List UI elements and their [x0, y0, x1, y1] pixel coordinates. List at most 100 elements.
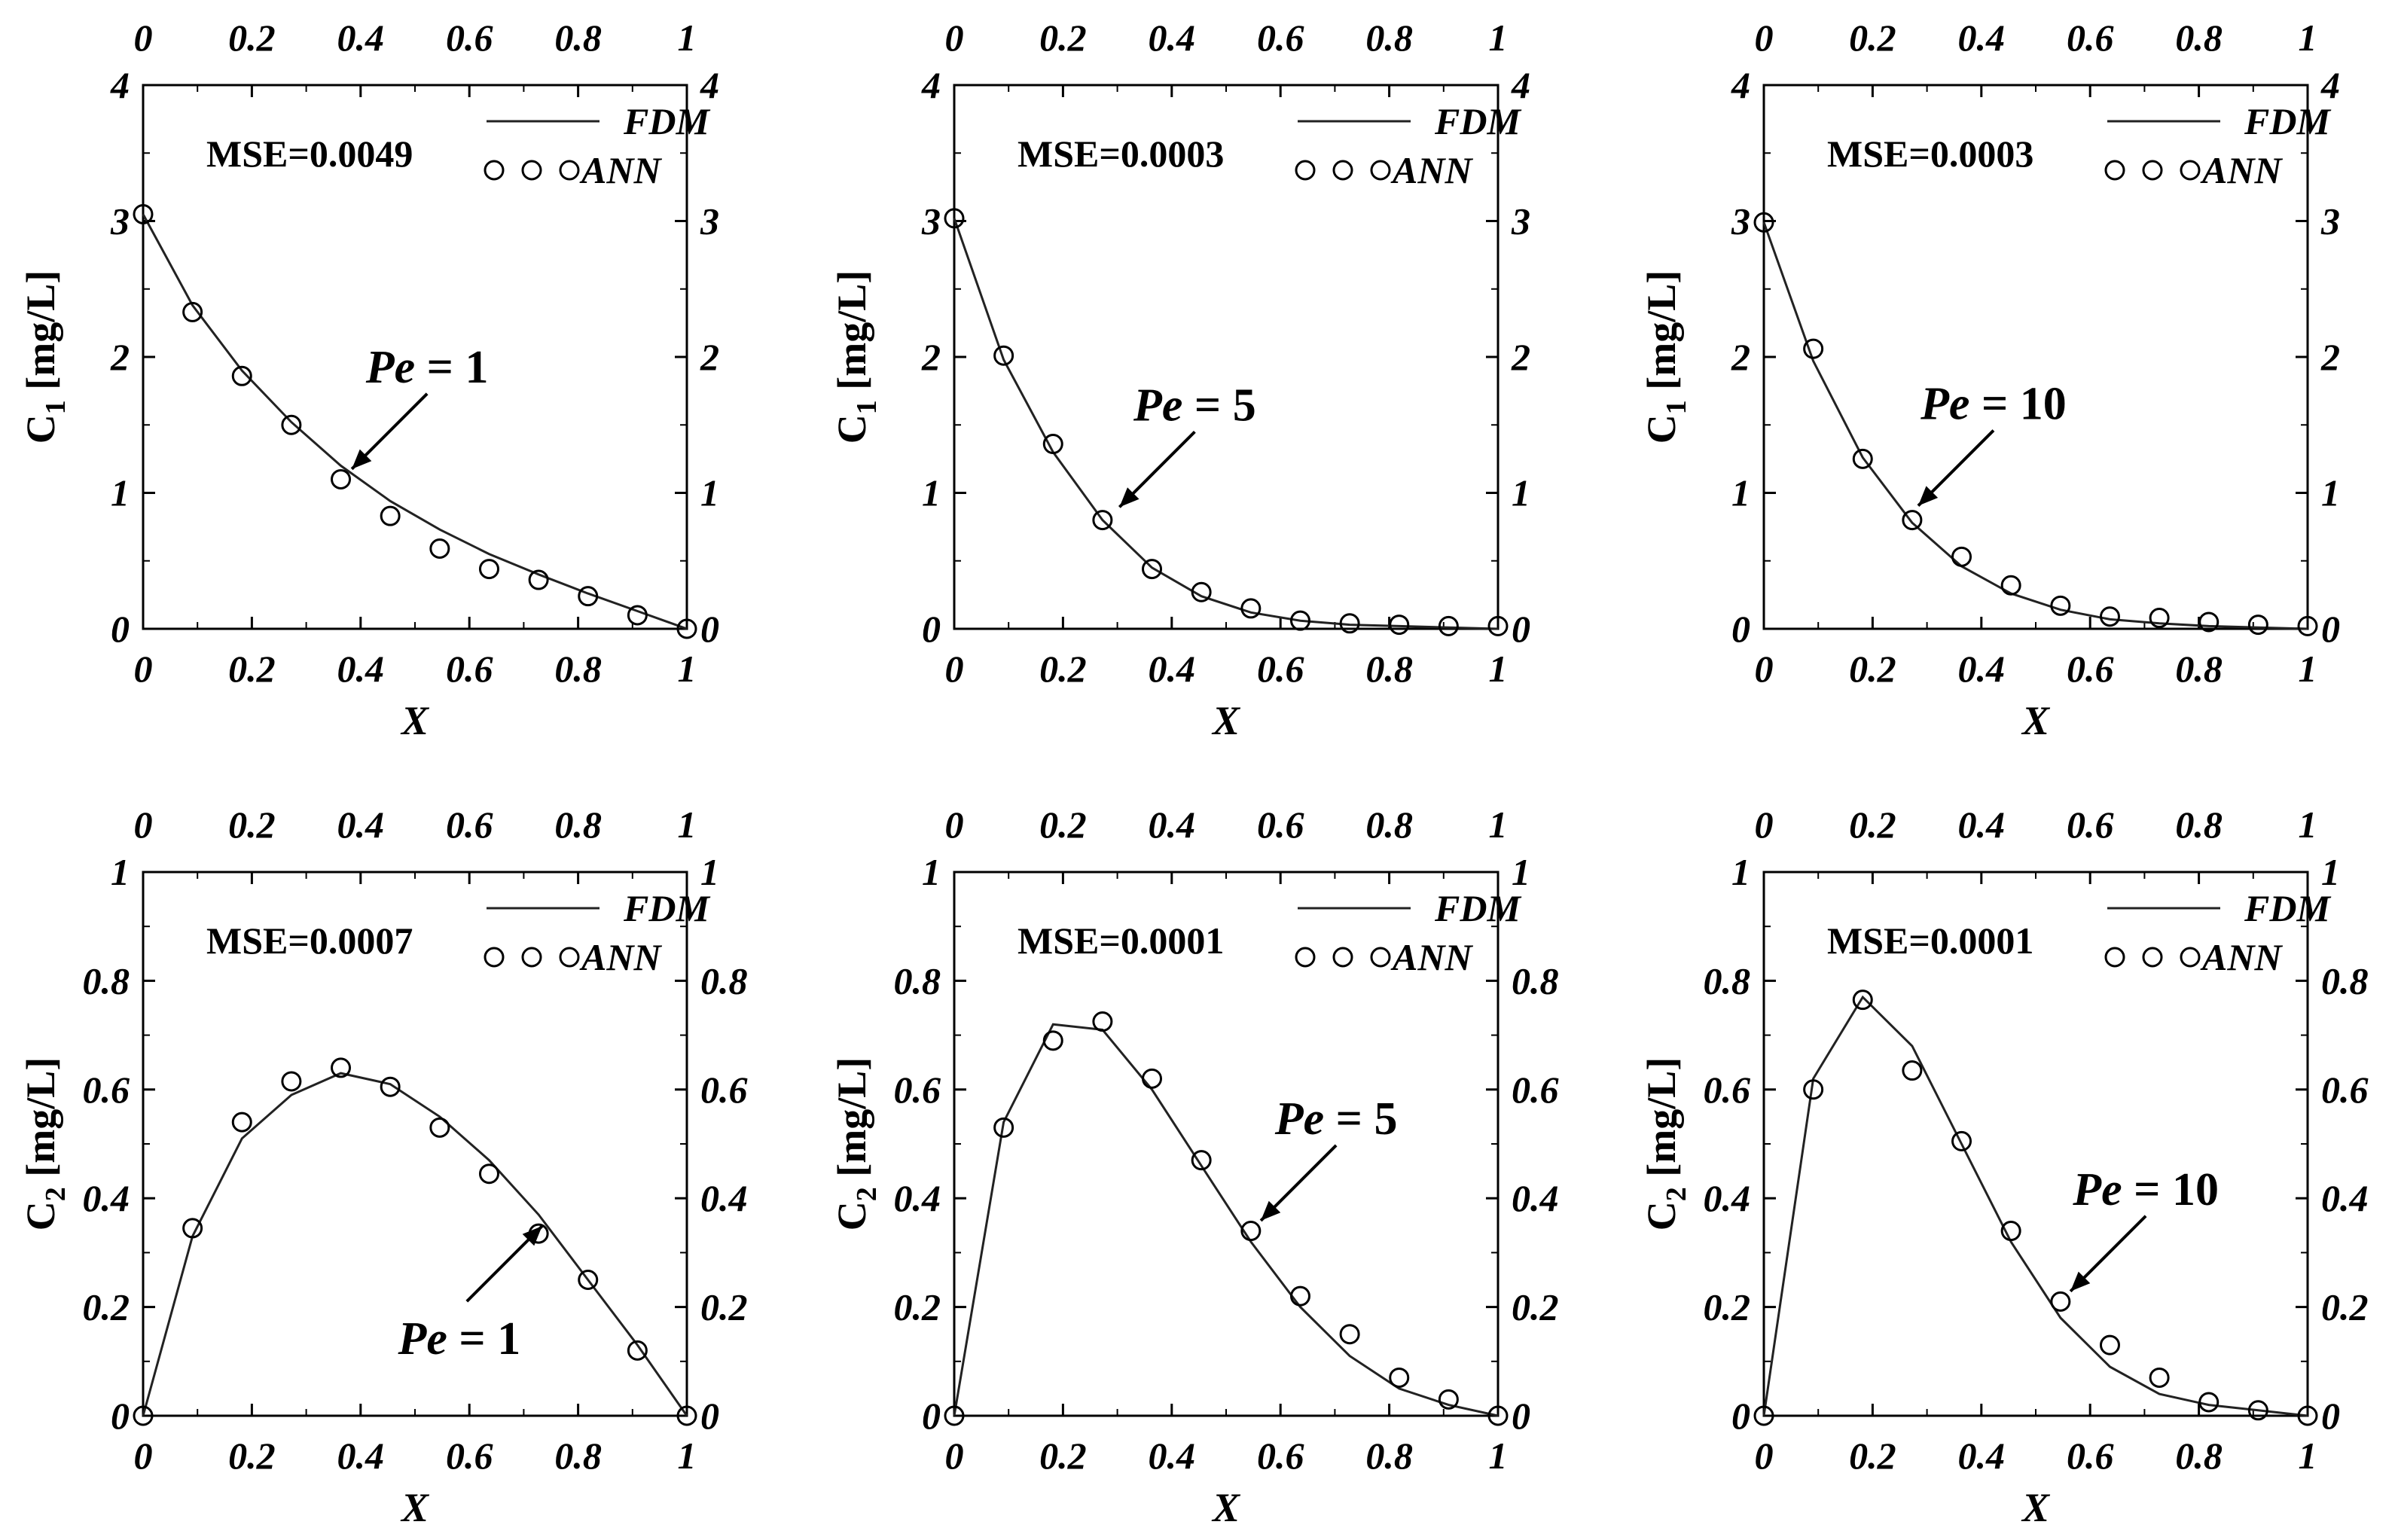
legend-ann-label: ANN [1390, 936, 1473, 978]
ann-marker [281, 1071, 302, 1092]
y-label-main: C [18, 1201, 63, 1230]
ann-marker [1389, 614, 1410, 636]
y-tick-label-right: 0 [2321, 1395, 2340, 1437]
ann-marker [231, 365, 252, 386]
y-label-main: C [1639, 414, 1684, 444]
legend-fdm-label: FDM [1434, 100, 1521, 142]
ann-marker [2198, 1392, 2220, 1413]
x-tick-label-bottom: 0.4 [1149, 1435, 1196, 1477]
y-tick-label-right: 0.2 [2321, 1286, 2369, 1328]
pe-value: = 1 [447, 1313, 520, 1365]
ann-marker [2297, 615, 2318, 636]
x-tick-label-bottom: 0.6 [1257, 648, 1304, 690]
x-tick-label-top: 0.4 [337, 17, 385, 59]
x-tick-label-top: 0.2 [228, 17, 276, 59]
y-tick-label-right: 0.4 [1512, 1177, 1559, 1219]
y-tick-label-right: 0.8 [1512, 959, 1559, 1002]
ann-marker [331, 468, 352, 489]
ann-marker [1240, 598, 1262, 619]
legend-ann-marker [1295, 160, 1316, 181]
y-tick-label-left: 3 [110, 200, 130, 242]
x-tick-label-bottom: 0.2 [228, 1435, 276, 1477]
y-tick-label-left: 1 [922, 472, 941, 514]
x-tick-label-top: 1 [678, 804, 697, 846]
y-tick-label-left: 4 [110, 64, 130, 106]
ann-marker [2000, 575, 2021, 596]
ann-marker [2198, 611, 2220, 633]
x-tick-label-bottom: 0.2 [1849, 648, 1896, 690]
x-tick-label-bottom: 0.8 [554, 648, 602, 690]
ann-marker [944, 208, 965, 229]
mse-label: MSE=0.0003 [1017, 133, 1224, 175]
pe-arrow-head [352, 449, 372, 469]
ann-marker [1753, 1405, 1774, 1426]
y-tick-label-right: 0.2 [700, 1286, 748, 1328]
x-tick-label-bottom: 0 [134, 1435, 153, 1477]
ann-marker [1042, 434, 1063, 455]
y-tick-label-left: 0.6 [1704, 1069, 1751, 1111]
ann-marker [1339, 613, 1360, 634]
ann-marker [578, 1270, 599, 1290]
y-label-unit: [mg/L] [1639, 1057, 1684, 1187]
y-tick-label-right: 4 [700, 64, 719, 106]
ann-marker [1042, 1030, 1063, 1051]
pe-symbol: Pe [397, 1313, 447, 1365]
ann-marker [478, 559, 499, 580]
legend-ann-marker [1295, 947, 1316, 968]
pe-annotation: Pe = 10 [1920, 379, 2067, 430]
pe-symbol: Pe [1133, 380, 1182, 431]
y-tick-label-left: 0 [922, 608, 941, 650]
y-tick-label-left: 1 [111, 851, 130, 893]
ann-marker [993, 345, 1014, 366]
ann-marker [2000, 1221, 2021, 1242]
x-axis-label: X [1211, 698, 1241, 743]
y-tick-label-right: 4 [1511, 64, 1530, 106]
x-tick-label-top: 0 [1755, 804, 1774, 846]
y-label-subscript: 2 [851, 1187, 883, 1201]
pe-annotation: Pe = 1 [365, 342, 489, 393]
y-label-main: C [18, 414, 63, 444]
y-tick-label-left: 0 [1731, 608, 1750, 650]
ann-marker [429, 538, 450, 560]
y-tick-label-right: 2 [1511, 336, 1530, 378]
ann-marker [1142, 559, 1163, 580]
x-tick-label-top: 0.6 [446, 804, 493, 846]
ann-marker [1289, 1285, 1310, 1307]
y-axis-label: C2 [mg/L] [829, 1057, 883, 1230]
ann-marker [231, 1112, 252, 1133]
y-tick-label-left: 0.8 [894, 959, 941, 1002]
x-tick-label-top: 0.8 [2175, 17, 2223, 59]
y-tick-label-left: 0.2 [83, 1286, 130, 1328]
pe-arrow-head [2070, 1271, 2091, 1291]
fdm-series-line [953, 1023, 1499, 1417]
y-tick-label-left: 2 [110, 336, 130, 378]
x-tick-label-top: 0 [945, 17, 964, 59]
y-label-subscript: 2 [40, 1187, 72, 1201]
pe-annotation: Pe = 1 [397, 1313, 520, 1365]
y-tick-label-left: 2 [921, 336, 941, 378]
mse-label: MSE=0.0049 [206, 133, 413, 175]
ann-marker [1902, 1060, 1923, 1081]
legend-ann-marker [484, 160, 505, 181]
ann-marker [182, 301, 203, 322]
x-tick-label-bottom: 0 [945, 648, 964, 690]
x-tick-label-bottom: 1 [678, 648, 697, 690]
y-tick-label-left: 0.8 [1704, 959, 1751, 1002]
x-tick-label-bottom: 0.8 [1365, 648, 1413, 690]
ann-marker [1289, 610, 1310, 631]
x-tick-label-bottom: 1 [2299, 648, 2317, 690]
ann-marker [528, 569, 549, 590]
legend-ann-marker [2104, 160, 2125, 181]
y-tick-label-right: 0.4 [2321, 1177, 2369, 1219]
legend-ann-marker [1370, 160, 1391, 181]
y-tick-label-right: 1 [700, 472, 719, 514]
ann-marker [1339, 1324, 1360, 1345]
y-tick-label-left: 1 [922, 851, 941, 893]
legend-ann-marker [1332, 947, 1353, 968]
x-tick-label-top: 1 [1489, 804, 1508, 846]
ann-marker [1487, 615, 1509, 636]
y-tick-label-right: 0 [700, 1395, 719, 1437]
x-tick-label-bottom: 0.2 [1039, 648, 1087, 690]
